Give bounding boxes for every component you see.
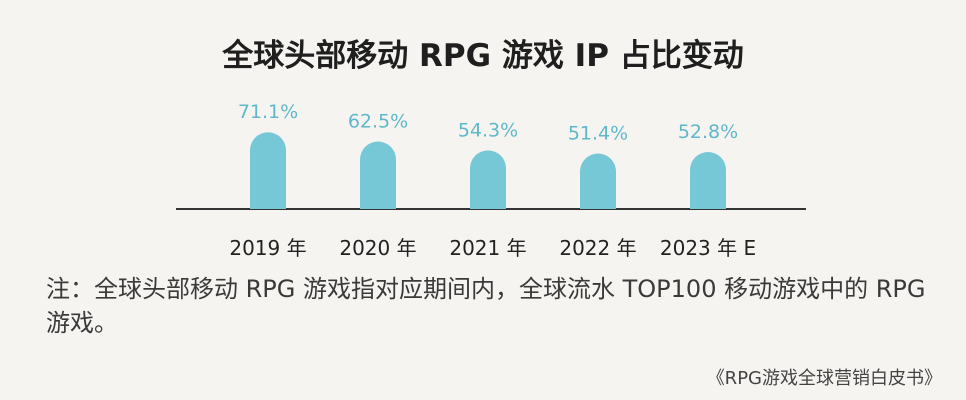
category-label-3: 2022 年 <box>559 236 636 260</box>
category-label-1: 2020 年 <box>339 236 416 260</box>
bar-4 <box>690 151 726 209</box>
bar-2 <box>470 150 506 209</box>
bar-3 <box>580 153 616 209</box>
value-label-4: 52.8% <box>678 121 738 143</box>
value-label-0: 71.1% <box>238 101 298 123</box>
category-label-0: 2019 年 <box>229 236 306 260</box>
source-citation: 《RPG游戏全球营销白皮书》 <box>706 368 942 389</box>
bar-chart: 71.1% 2019 年 62.5% 2020 年 54.3% 2021 年 51.4% 20… <box>176 101 806 260</box>
value-label-2: 54.3% <box>458 119 518 141</box>
category-label-4: 2023 年 E <box>660 236 756 260</box>
value-label-1: 62.5% <box>348 111 408 133</box>
category-label-2: 2021 年 <box>449 236 526 260</box>
value-label-3: 51.4% <box>568 122 628 144</box>
bar-1 <box>360 141 396 209</box>
chart-title: 全球头部移动 RPG 游戏 IP 占比变动 <box>222 38 744 74</box>
bar-0 <box>250 132 286 209</box>
chart-note: 注：全球头部移动 RPG 游戏指对应期间内，全球流水 TOP100 移动游戏中的… <box>46 275 926 337</box>
